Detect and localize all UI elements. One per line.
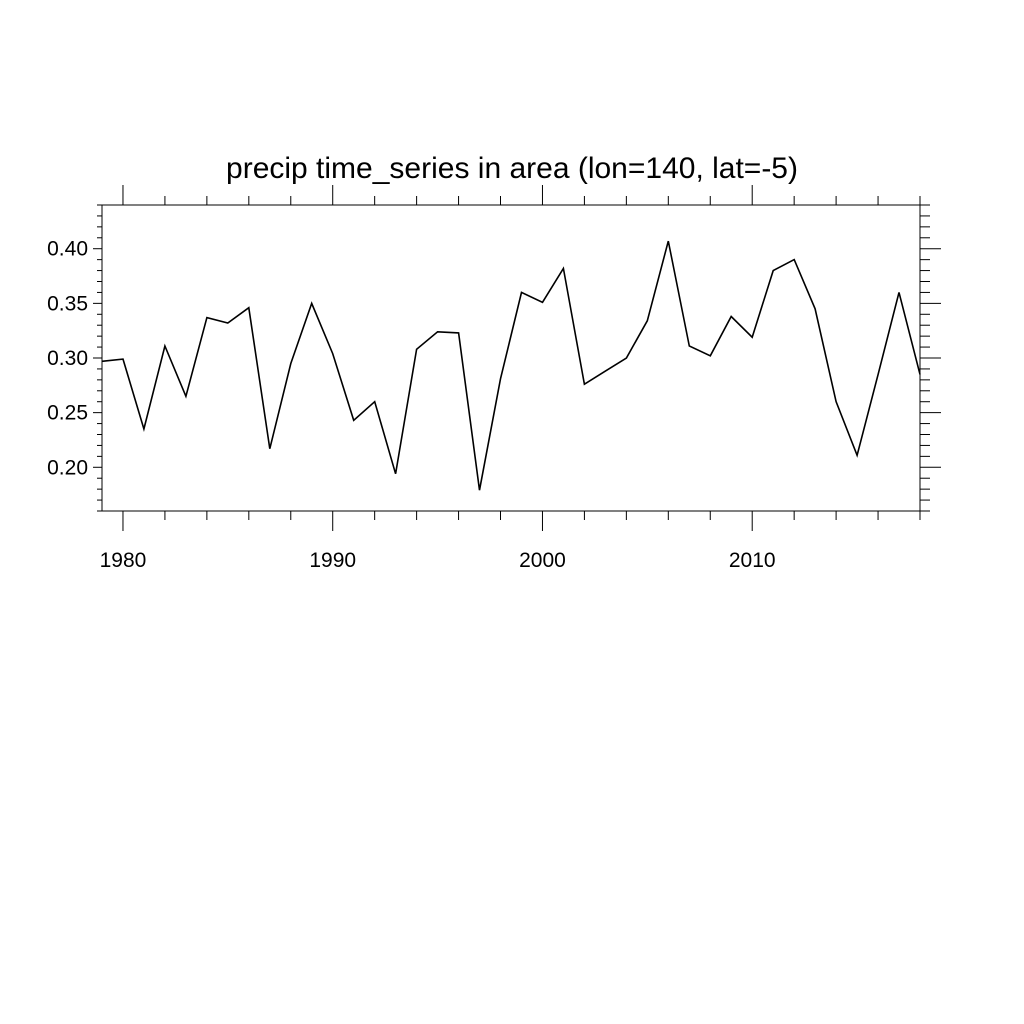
- x-tick-label: 1990: [309, 549, 356, 572]
- y-tick-label: 0.35: [47, 292, 88, 315]
- plot-frame: [101, 204, 921, 512]
- x-axis-tick-labels: 1980 1990 2000 2010: [100, 549, 776, 572]
- y-tick-label: 0.20: [47, 456, 88, 479]
- y-tick-label: 0.30: [47, 347, 88, 370]
- x-tick-label: 2010: [729, 549, 776, 572]
- y-axis-tick-labels: 0.20 0.25 0.30 0.35 0.40: [47, 238, 88, 480]
- series-line: [101, 240, 921, 491]
- axis-ticks: [93, 185, 941, 531]
- x-tick-label: 1980: [100, 549, 147, 572]
- y-tick-label: 0.40: [47, 238, 88, 261]
- y-tick-label: 0.25: [47, 402, 88, 425]
- x-tick-label: 2000: [519, 549, 566, 572]
- chart-title: precip time_series in area (lon=140, lat…: [226, 152, 798, 185]
